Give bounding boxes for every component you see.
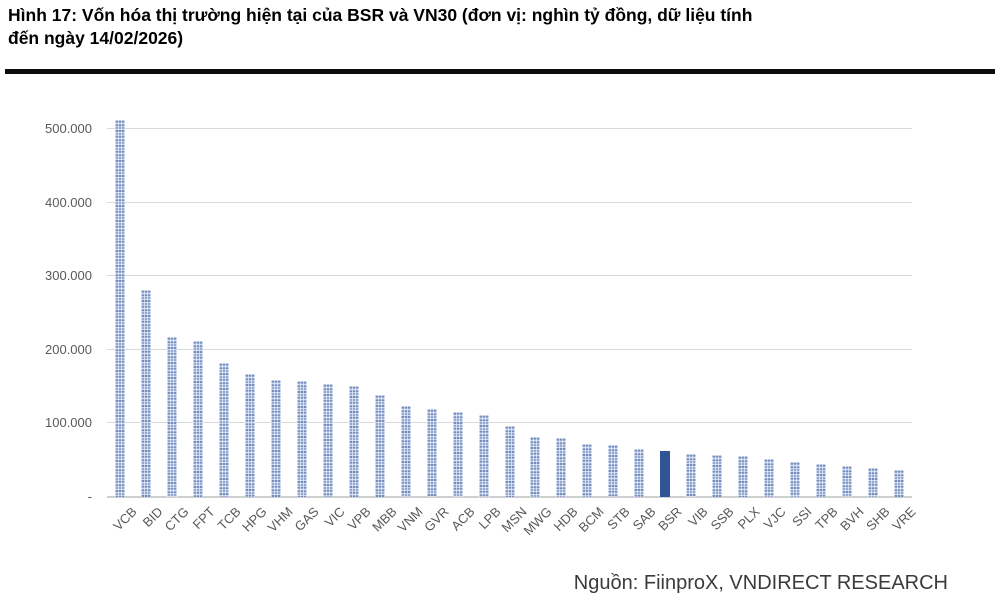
bar-vib [686, 453, 697, 497]
x-tick-label-ssi: SSI [789, 504, 815, 530]
x-axis-line [107, 496, 912, 498]
bar-plx [738, 455, 749, 497]
bar-gvr [426, 408, 437, 497]
x-tick-label-vic: VIC [321, 504, 348, 530]
bar-vjc [764, 458, 775, 497]
x-tick-label-ctg: CTG [161, 504, 192, 535]
x-tick-label-tpb: TPB [812, 504, 841, 533]
bar-vhm [270, 379, 281, 497]
x-tick-label-vpb: VPB [344, 504, 374, 534]
x-tick-label-stb: STB [604, 504, 633, 533]
x-tick-label-gas: GAS [291, 504, 322, 535]
x-tick-label-bid: BID [139, 504, 166, 530]
y-axis: - 100.000 200.000 300.000 400.000 500.000 [28, 112, 92, 504]
bar-bcm [582, 444, 593, 497]
bar-vpb [348, 385, 359, 497]
x-tick-label-hdb: HDB [551, 504, 582, 535]
bar-mbb [374, 395, 385, 497]
bar-shb [868, 467, 879, 497]
gridline-400.000 [107, 201, 912, 203]
x-tick-label-vhm: VHM [264, 504, 296, 536]
x-tick-label-bcm: BCM [575, 504, 607, 536]
x-tick-label-shb: SHB [863, 504, 893, 534]
x-tick-label-bvh: BVH [837, 504, 867, 534]
bar-vcb [114, 120, 125, 497]
source-note: Nguồn: FiinproX, VNDIRECT RESEARCH [573, 572, 948, 594]
figure-title-line-2: đến ngày 14/02/2026) [8, 28, 184, 48]
gridline-200.000 [107, 348, 912, 350]
bar-tcb [218, 363, 229, 497]
bar-acb [452, 412, 463, 497]
y-tick-label: 400.000 [45, 194, 92, 210]
x-tick-label-sab: SAB [629, 504, 659, 534]
x-tick-label-ssb: SSB [707, 504, 737, 534]
y-tick-label: 500.000 [45, 121, 92, 136]
x-tick-label-bsr: BSR [655, 504, 685, 534]
bar-fpt [192, 340, 203, 497]
plot-area [107, 112, 912, 498]
x-tick-label-mwg: MWG [520, 504, 556, 539]
figure-title: Hình 17: Vốn hóa thị trường hiện tại của… [8, 4, 993, 50]
bar-gas [296, 380, 307, 497]
bar-vnm [400, 405, 411, 497]
bar-mwg [530, 437, 541, 497]
x-tick-label-vnm: VNM [394, 504, 426, 536]
bar-vre [894, 469, 905, 497]
x-tick-label-msn: MSN [498, 504, 530, 536]
gridline-100.000 [107, 422, 912, 424]
x-tick-label-lpb: LPB [475, 504, 504, 532]
bar-hdb [556, 438, 567, 497]
x-tick-label-hpg: HPG [238, 504, 270, 535]
y-tick-label: - [87, 489, 92, 504]
bar-msn [504, 425, 515, 497]
x-tick-label-vjc: VJC [760, 504, 789, 532]
gridline-500.000 [107, 128, 912, 129]
bar-bsr [660, 451, 671, 497]
bar-lpb [478, 415, 489, 497]
bar-ssi [790, 462, 801, 497]
bar-ssb [712, 455, 723, 497]
y-tick-label: 100.000 [45, 415, 92, 431]
x-tick-label-vcb: VCB [110, 504, 140, 534]
bar-bid [140, 290, 151, 497]
x-tick-label-plx: PLX [734, 504, 763, 532]
y-tick-label: 200.000 [45, 341, 92, 357]
bar-sab [634, 449, 645, 497]
x-tick-label-mbb: MBB [368, 504, 400, 535]
x-tick-label-vre: VRE [889, 504, 919, 534]
gridline-300.000 [107, 275, 912, 277]
bar-stb [608, 444, 619, 497]
bar-bvh [842, 466, 853, 497]
x-tick-label-fpt: FPT [189, 504, 218, 532]
bar-tpb [816, 463, 827, 497]
y-tick-label: 300.000 [45, 268, 92, 284]
x-tick-label-tcb: TCB [214, 504, 244, 533]
title-divider-rule [5, 69, 995, 74]
bar-ctg [166, 337, 177, 497]
x-tick-label-vib: VIB [685, 504, 711, 530]
x-tick-label-gvr: GVR [420, 504, 452, 535]
bar-vic [322, 384, 333, 497]
x-tick-label-acb: ACB [447, 504, 478, 534]
figure-title-line-1: Hình 17: Vốn hóa thị trường hiện tại của… [8, 5, 753, 25]
bar-hpg [244, 374, 255, 497]
